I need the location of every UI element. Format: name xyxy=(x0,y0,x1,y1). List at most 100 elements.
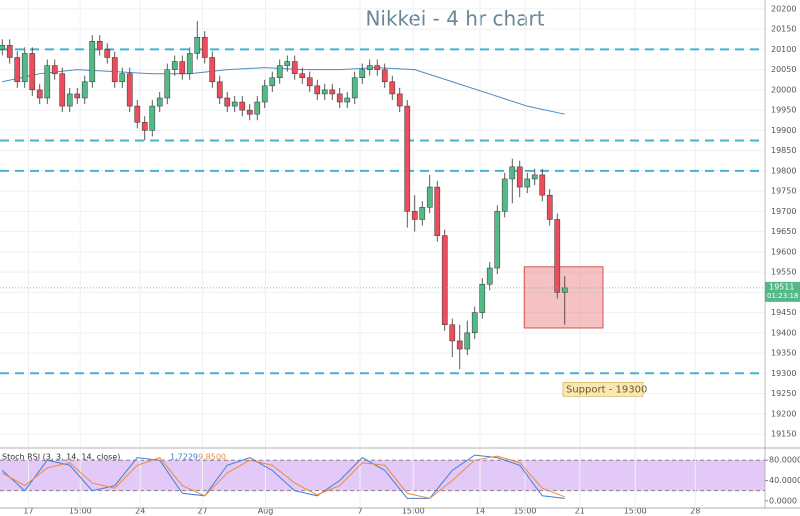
y-tick-label: 19750 xyxy=(771,187,796,196)
candle-body xyxy=(96,41,103,50)
candle-body xyxy=(0,45,6,50)
y-tick-label: 19200 xyxy=(771,409,796,418)
y-tick-label: 20000 xyxy=(771,85,796,94)
candle-body xyxy=(464,332,471,350)
x-tick-label: 28 xyxy=(690,507,700,516)
y-tick-label: 19400 xyxy=(771,328,796,337)
candle-body xyxy=(254,101,261,115)
candle-body xyxy=(134,105,141,123)
candle-body xyxy=(81,81,88,99)
x-tick-label: 21 xyxy=(575,507,585,516)
y-tick-label: 19250 xyxy=(771,389,796,398)
y-tick-label: 19450 xyxy=(771,308,796,317)
candle-body xyxy=(194,37,201,54)
candle-body xyxy=(531,174,538,180)
candle-body xyxy=(299,73,306,78)
candle-body xyxy=(201,37,208,58)
y-tick-label: 19350 xyxy=(771,349,796,358)
candle-body xyxy=(404,105,411,212)
candle-body xyxy=(59,73,66,107)
x-tick-label: 17 xyxy=(23,507,33,516)
y-tick-label: 19850 xyxy=(771,146,796,155)
candle-body xyxy=(74,93,81,99)
candle-body xyxy=(89,41,96,83)
candle-body xyxy=(66,93,73,107)
x-tick-label: 15:00 xyxy=(402,507,425,516)
candle-body xyxy=(374,65,381,70)
candle-body xyxy=(171,61,178,70)
candle-body xyxy=(29,53,36,91)
candle-body xyxy=(269,77,276,87)
stoch-line xyxy=(2,455,565,499)
candle-body xyxy=(479,283,486,313)
candle-body xyxy=(126,73,133,107)
candle-body xyxy=(381,69,388,83)
candle-body xyxy=(321,89,328,95)
candle-body xyxy=(494,211,501,269)
price-axis xyxy=(765,0,800,508)
candle-body xyxy=(119,73,126,83)
y-tick-label: 20150 xyxy=(771,25,796,34)
candle-body xyxy=(366,65,373,70)
last-price-label: 19511 xyxy=(769,282,794,291)
candle-body xyxy=(239,101,246,111)
candle-body xyxy=(509,166,516,180)
x-tick-label: 15:00 xyxy=(513,507,536,516)
y-tick-label: 19900 xyxy=(771,126,796,135)
candle-body xyxy=(486,267,493,285)
y-tick-label: 19800 xyxy=(771,166,796,175)
candle-body xyxy=(276,65,283,78)
indicator-title: Stoch RSI (3, 3, 14, 14, close) xyxy=(2,453,120,462)
candle-body xyxy=(359,69,366,78)
candle-body xyxy=(164,69,171,99)
candle-body xyxy=(396,93,403,107)
candle-body xyxy=(561,287,568,293)
candle-body xyxy=(501,178,508,212)
candle-body xyxy=(284,61,291,66)
candle-body xyxy=(351,77,358,99)
y-tick-label: 40.0000 xyxy=(769,476,800,485)
candle-body xyxy=(411,211,418,220)
candle-body xyxy=(426,186,433,208)
candle-body xyxy=(51,65,58,74)
candle-body xyxy=(291,61,298,74)
indicator-readout: 9.8500 xyxy=(198,453,226,462)
y-tick-label: 19600 xyxy=(771,247,796,256)
candle-body xyxy=(179,61,186,74)
y-tick-label: 0.0000 xyxy=(769,496,797,505)
candle-body xyxy=(186,53,193,74)
candle-body xyxy=(434,186,441,236)
candle-body xyxy=(449,324,456,342)
candle-body xyxy=(224,97,231,107)
y-tick-label: 19950 xyxy=(771,106,796,115)
annotation-box xyxy=(562,382,644,397)
countdown-label: 01:23:18 xyxy=(767,292,798,300)
candle-body xyxy=(111,57,118,83)
candle-body xyxy=(344,97,351,103)
x-tick-label: 7 xyxy=(357,507,362,516)
candle-body xyxy=(14,57,21,83)
candle-body xyxy=(306,77,313,87)
y-tick-label: 19700 xyxy=(771,207,796,216)
moving-average xyxy=(2,67,565,115)
candle-body xyxy=(21,53,28,83)
y-tick-label: 20200 xyxy=(771,4,796,13)
chart-title: Nikkei - 4 hr chart xyxy=(365,7,544,31)
y-tick-label: 19650 xyxy=(771,227,796,236)
candle-body xyxy=(231,101,238,107)
candle-body xyxy=(156,97,163,107)
x-tick-label: 15:00 xyxy=(69,507,92,516)
x-tick-label: Aug xyxy=(258,507,274,516)
candle-body xyxy=(314,85,321,95)
candle-body xyxy=(389,81,396,95)
y-tick-label: 80.0000 xyxy=(769,456,800,465)
highlight-zone xyxy=(523,266,604,329)
candle-body xyxy=(141,122,148,131)
candle-body xyxy=(554,219,561,293)
candle-body xyxy=(539,174,546,196)
x-tick-label: 15:00 xyxy=(624,507,647,516)
y-tick-label: 19550 xyxy=(771,268,796,277)
x-tick-label: 14 xyxy=(475,507,485,516)
candle-body xyxy=(209,57,216,83)
